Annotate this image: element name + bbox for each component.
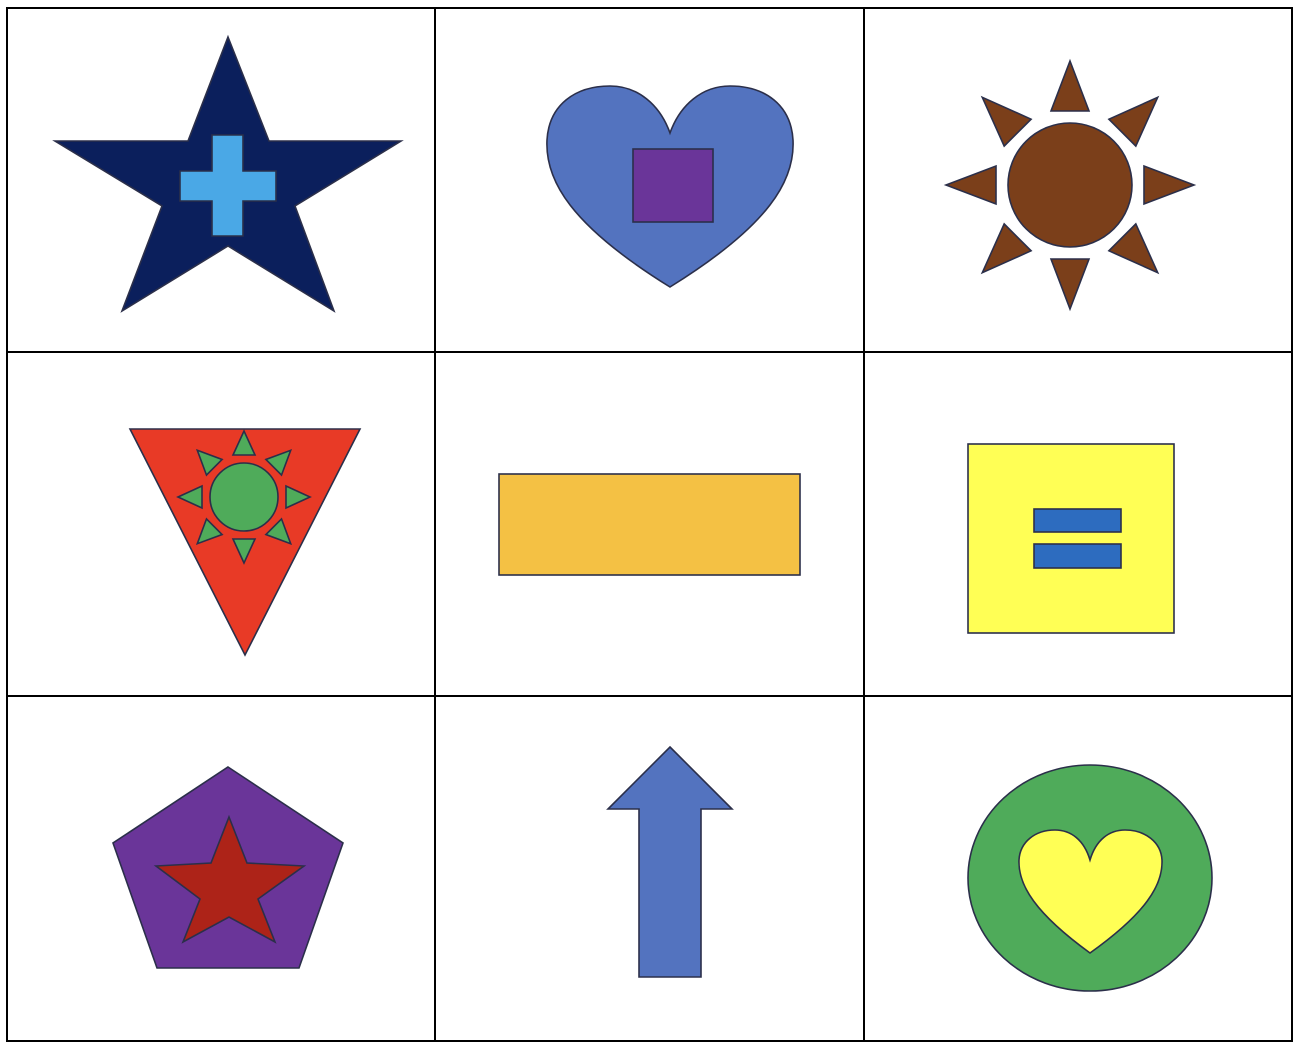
sun-ray bbox=[231, 538, 257, 565]
cell-r2-c1 bbox=[128, 428, 362, 657]
sun-ray bbox=[1049, 58, 1091, 112]
sun-ray bbox=[980, 222, 1033, 275]
heart-icon bbox=[1018, 829, 1163, 954]
sun-ray bbox=[1107, 222, 1160, 275]
cell-r3-c3 bbox=[967, 764, 1213, 992]
up-arrow-icon bbox=[606, 745, 734, 978]
sun-ray bbox=[231, 429, 257, 456]
sun-icon bbox=[176, 429, 312, 565]
sun-ray bbox=[264, 517, 293, 546]
sun-ray bbox=[195, 448, 224, 477]
plus-icon bbox=[179, 134, 277, 237]
cell-r1-c3 bbox=[943, 58, 1197, 312]
cell-r3-c1 bbox=[112, 766, 344, 969]
sun-ray bbox=[176, 484, 203, 510]
sun-disc bbox=[209, 462, 279, 532]
cell-r1-c1 bbox=[52, 34, 404, 313]
square-icon bbox=[967, 443, 1175, 634]
equals-top-bar bbox=[1033, 508, 1122, 533]
rectangle-icon bbox=[498, 473, 801, 576]
equals-sign-icon bbox=[1033, 508, 1122, 569]
sun-icon bbox=[943, 58, 1197, 312]
square-icon bbox=[632, 148, 714, 223]
grid-border bbox=[6, 7, 1293, 1042]
sun-disc bbox=[1007, 122, 1133, 248]
cell-r3-c2 bbox=[606, 745, 734, 978]
sun-ray bbox=[943, 164, 997, 206]
sun-ray bbox=[285, 484, 312, 510]
sun-ray bbox=[195, 517, 224, 546]
equals-bottom-bar bbox=[1033, 543, 1122, 569]
sun-ray bbox=[1107, 95, 1160, 148]
sun-ray bbox=[264, 448, 293, 477]
cell-r1-c2 bbox=[546, 85, 794, 288]
cell-r2-c3 bbox=[967, 443, 1175, 634]
star-icon bbox=[153, 814, 307, 944]
sun-ray bbox=[1143, 164, 1197, 206]
sun-ray bbox=[980, 95, 1033, 148]
cell-r2-c2 bbox=[498, 473, 801, 576]
grid-lines bbox=[6, 7, 1293, 1042]
sun-ray bbox=[1049, 258, 1091, 312]
